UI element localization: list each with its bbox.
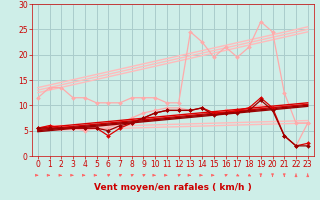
X-axis label: Vent moyen/en rafales ( km/h ): Vent moyen/en rafales ( km/h ) [94, 183, 252, 192]
